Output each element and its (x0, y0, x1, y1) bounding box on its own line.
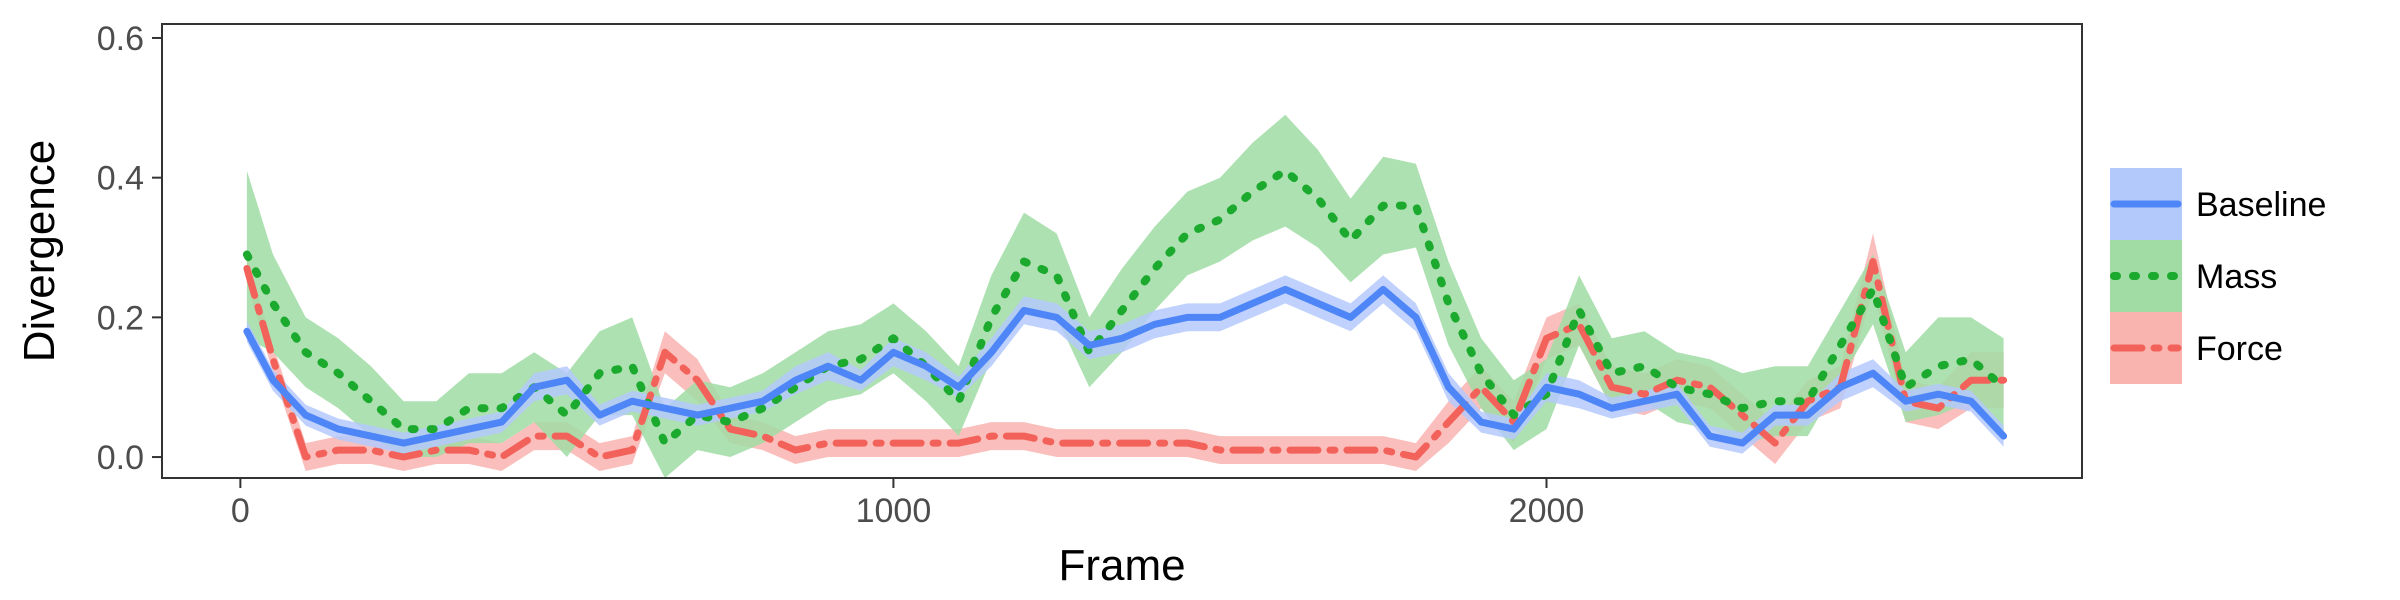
band-mass (246, 114, 2004, 479)
confidence-bands (246, 114, 2004, 479)
legend-item-force: Force (2110, 312, 2283, 384)
y-tick-label: 0.0 (97, 439, 144, 477)
y-axis-title: Divergence (15, 140, 64, 363)
y-tick-label: 0.6 (97, 20, 144, 58)
y-axis: 0.0 0.2 0.4 0.6 (97, 20, 162, 477)
y-tick-label: 0.4 (97, 160, 144, 198)
x-tick-label: 0 (231, 492, 250, 530)
y-tick-label: 0.2 (97, 299, 144, 337)
x-tick-label: 1000 (856, 492, 932, 530)
plot-border (161, 23, 2083, 479)
legend: Baseline Mass Force (2110, 168, 2326, 384)
series-lines (242, 166, 2008, 461)
legend-item-baseline: Baseline (2110, 168, 2326, 240)
legend-label: Force (2196, 330, 2283, 368)
legend-label: Baseline (2196, 186, 2326, 224)
legend-item-mass: Mass (2110, 240, 2277, 312)
band-baseline (246, 275, 2004, 454)
legend-label: Mass (2196, 258, 2277, 296)
x-axis: 0 1000 2000 (231, 478, 1584, 530)
line-baseline (243, 285, 2008, 447)
x-axis-title: Frame (1058, 541, 1185, 590)
line-force (243, 258, 2008, 461)
x-tick-label: 2000 (1509, 492, 1585, 530)
